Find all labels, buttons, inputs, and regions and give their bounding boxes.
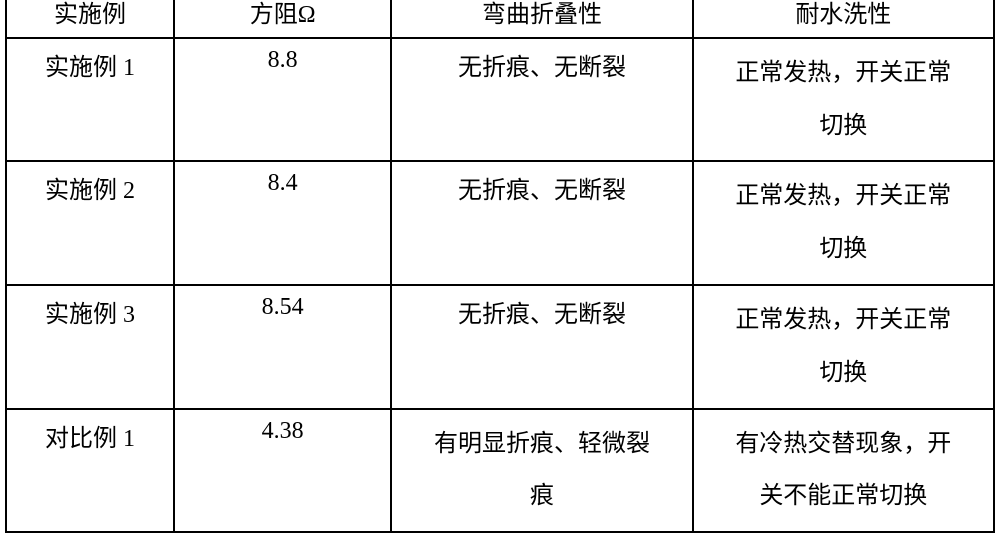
- washing-text-line1: 正常发热，开关正常: [698, 294, 989, 347]
- table-row: 实施例 1 8.8 无折痕、无断裂 正常发热，开关正常 切换: [6, 38, 994, 162]
- cell-label: 实施例 1: [6, 38, 174, 162]
- cell-washing: 正常发热，开关正常 切换: [693, 38, 994, 162]
- results-table-container: 实施例 方阻Ω 弯曲折叠性 耐水洗性 实施例 1 8.8 无折痕、无断裂 正常发…: [5, 0, 995, 533]
- bending-text-line2: 痕: [396, 470, 687, 523]
- washing-text-line2: 切换: [698, 223, 989, 276]
- cell-washing: 有冷热交替现象，开 关不能正常切换: [693, 409, 994, 533]
- cell-label: 实施例 3: [6, 285, 174, 409]
- cell-resistance: 8.8: [174, 38, 391, 162]
- washing-text-line2: 切换: [698, 100, 989, 153]
- washing-text-line2: 关不能正常切换: [698, 470, 989, 523]
- cell-bending: 无折痕、无断裂: [391, 161, 692, 285]
- cell-resistance: 4.38: [174, 409, 391, 533]
- washing-text-line1: 正常发热，开关正常: [698, 170, 989, 223]
- header-cell-washing: 耐水洗性: [693, 0, 994, 38]
- header-cell-resistance: 方阻Ω: [174, 0, 391, 38]
- cell-label: 实施例 2: [6, 161, 174, 285]
- washing-text-line1: 有冷热交替现象，开: [698, 418, 989, 471]
- cell-washing: 正常发热，开关正常 切换: [693, 161, 994, 285]
- header-cell-example: 实施例: [6, 0, 174, 38]
- cell-bending: 无折痕、无断裂: [391, 285, 692, 409]
- table-row: 实施例 2 8.4 无折痕、无断裂 正常发热，开关正常 切换: [6, 161, 994, 285]
- cell-bending: 无折痕、无断裂: [391, 38, 692, 162]
- cell-label: 对比例 1: [6, 409, 174, 533]
- table-header-row: 实施例 方阻Ω 弯曲折叠性 耐水洗性: [6, 0, 994, 38]
- results-table: 实施例 方阻Ω 弯曲折叠性 耐水洗性 实施例 1 8.8 无折痕、无断裂 正常发…: [5, 0, 995, 533]
- bending-text-line1: 有明显折痕、轻微裂: [396, 418, 687, 471]
- washing-text-line2: 切换: [698, 347, 989, 400]
- table-row: 实施例 3 8.54 无折痕、无断裂 正常发热，开关正常 切换: [6, 285, 994, 409]
- washing-text-line1: 正常发热，开关正常: [698, 47, 989, 100]
- cell-resistance: 8.54: [174, 285, 391, 409]
- cell-washing: 正常发热，开关正常 切换: [693, 285, 994, 409]
- header-cell-bending: 弯曲折叠性: [391, 0, 692, 38]
- cell-resistance: 8.4: [174, 161, 391, 285]
- cell-bending: 有明显折痕、轻微裂 痕: [391, 409, 692, 533]
- table-row: 对比例 1 4.38 有明显折痕、轻微裂 痕 有冷热交替现象，开 关不能正常切换: [6, 409, 994, 533]
